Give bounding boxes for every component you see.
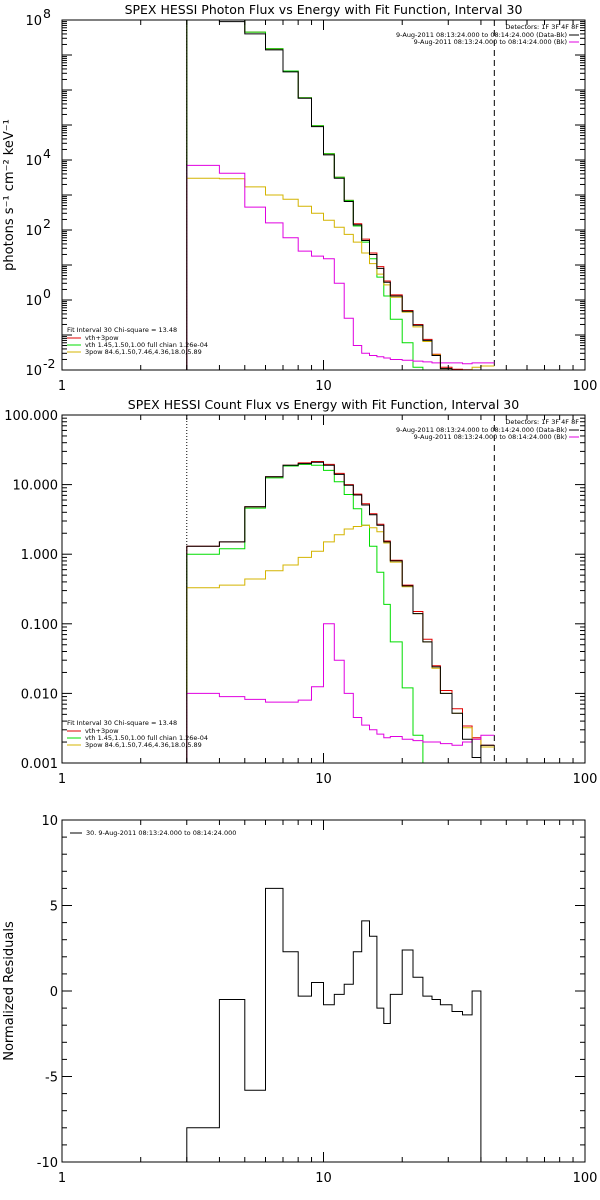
legend-detectors-title: Detectors: 1F 3F 4F 8F bbox=[505, 418, 579, 426]
y-tick-exponent: -2 bbox=[43, 356, 55, 371]
y-tick-label: -5 bbox=[45, 1071, 58, 1086]
y-tick-label: 0.100 bbox=[21, 618, 58, 633]
y-tick-label: 1.000 bbox=[21, 548, 58, 563]
plot-frame bbox=[61, 19, 586, 371]
series-line-4 bbox=[186, 164, 495, 370]
y-tick-label: 5 bbox=[50, 900, 58, 915]
x-tick-label: 10 bbox=[315, 1171, 332, 1186]
series-line-5 bbox=[186, 20, 495, 370]
y-tick-label: 10 bbox=[25, 14, 42, 29]
x-tick-label: 1 bbox=[58, 1171, 66, 1186]
chart-title: SPEX HESSI Photon Flux vs Energy with Fi… bbox=[125, 2, 523, 17]
y-tick-label: 0.010 bbox=[21, 687, 58, 702]
y-tick-label: 0.001 bbox=[21, 757, 58, 772]
legend-fit-title: Fit Interval 30 Chi-square = 13.48 bbox=[67, 326, 177, 334]
legend-right-label: 9-Aug-2011 08:13:24.000 to 08:14:24.000 … bbox=[414, 433, 567, 441]
y-tick-label: 10 bbox=[25, 224, 42, 239]
y-tick-label: 10.000 bbox=[13, 479, 59, 494]
y-tick-exponent: 4 bbox=[43, 146, 51, 161]
series-line-5 bbox=[186, 461, 495, 763]
x-tick-label: 100 bbox=[573, 772, 598, 787]
legend-left-label: 3pow 84.6,1.50,7.46,4.36,18.0,5.89 bbox=[85, 741, 202, 749]
legend-left-label: vth+3pow bbox=[85, 334, 119, 342]
y-tick-exponent: 0 bbox=[43, 286, 51, 301]
y-tick-label: -10 bbox=[37, 1156, 58, 1171]
y-tick-label: 10 bbox=[25, 364, 42, 379]
legend-left-label: vth+3pow bbox=[85, 727, 119, 735]
y-axis-label: Normalized Residuals bbox=[2, 921, 17, 1061]
legend-left-label: 3pow 84.6,1.50,7.46,4.36,18.0,5.89 bbox=[85, 348, 202, 356]
series-line-2 bbox=[186, 20, 495, 370]
y-tick-label: 10 bbox=[41, 814, 58, 829]
legend-right-label: 9-Aug-2011 08:13:24.000 to 08:14:24.000 … bbox=[414, 38, 567, 46]
series-line-1 bbox=[186, 887, 495, 1162]
y-tick-label: 100.000 bbox=[4, 409, 58, 424]
x-tick-label: 100 bbox=[573, 1171, 598, 1186]
y-axis-label: photons s⁻¹ cm⁻² keV⁻¹ bbox=[2, 119, 17, 271]
legend-left-label: vth 1.45,1.50,1.00 full chian 1.26e-04 bbox=[85, 734, 208, 742]
series-line-3 bbox=[186, 177, 495, 370]
x-tick-label: 10 bbox=[315, 772, 332, 787]
x-tick-label: 1 bbox=[58, 772, 66, 787]
series-group bbox=[186, 887, 495, 1162]
legend-detectors-title: Detectors: 1F 3F 4F 8F bbox=[505, 23, 579, 31]
y-tick-exponent: 2 bbox=[43, 216, 51, 231]
x-tick-label: 100 bbox=[573, 379, 598, 394]
legend-right-label: 9-Aug-2011 08:13:24.000 to 08:14:24.000 … bbox=[396, 426, 567, 434]
legend-left-label: vth 1.45,1.50,1.00 full chian 1.26e-04 bbox=[85, 341, 208, 349]
series-line-4 bbox=[186, 623, 495, 763]
series-line-3 bbox=[186, 524, 495, 763]
chart-title: SPEX HESSI Count Flux vs Energy with Fit… bbox=[128, 397, 519, 412]
x-tick-label: 1 bbox=[58, 379, 66, 394]
y-tick-label: 0 bbox=[50, 985, 58, 1000]
series-group bbox=[186, 461, 495, 763]
y-tick-label: 10 bbox=[25, 294, 42, 309]
series-line-1 bbox=[186, 20, 495, 370]
panel-3: 1 10 100 -10 -5 0 5 10 Normalized Residuals 30. 9… bbox=[2, 814, 597, 1186]
panel-2: SPEX HESSI Count Flux vs Energy with Fit… bbox=[4, 397, 597, 787]
y-tick-label: 10 bbox=[25, 154, 42, 169]
legend-right-label: 9-Aug-2011 08:13:24.000 to 08:14:24.000 … bbox=[396, 31, 567, 39]
panel-1: SPEX HESSI Photon Flux vs Energy with Fi… bbox=[2, 2, 597, 394]
series-line-1 bbox=[186, 461, 495, 763]
y-tick-exponent: 8 bbox=[43, 6, 51, 21]
x-tick-label: 10 bbox=[315, 379, 332, 394]
series-group bbox=[186, 20, 495, 370]
series-line-2 bbox=[186, 463, 495, 763]
legend-top-label: 30. 9-Aug-2011 08:13:24.000 to 08:14:24.… bbox=[86, 829, 236, 837]
legend-fit-title: Fit Interval 30 Chi-square = 13.48 bbox=[67, 719, 177, 727]
